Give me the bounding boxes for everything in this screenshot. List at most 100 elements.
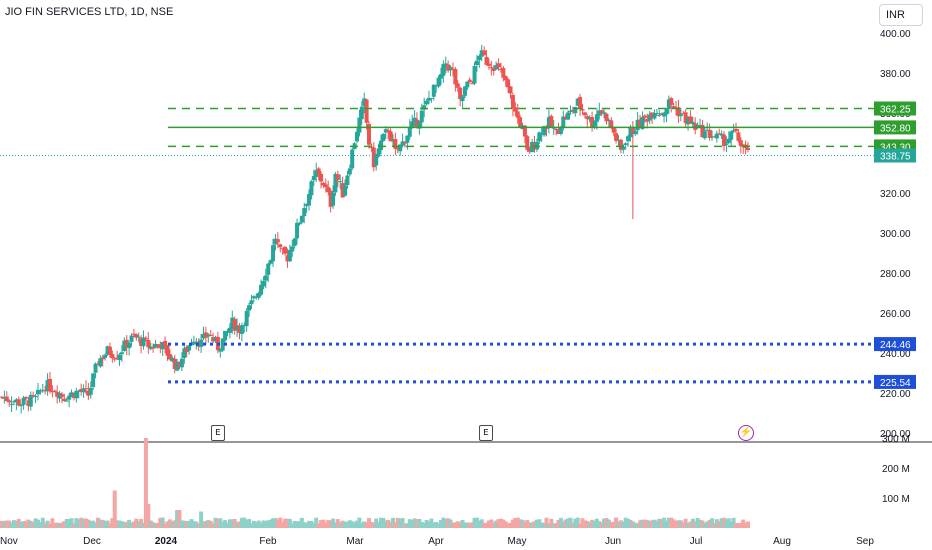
candle (616, 139, 621, 141)
candle (719, 133, 724, 136)
candle (566, 112, 571, 120)
volume-bar (299, 517, 304, 528)
volume-bar (333, 522, 338, 528)
volume-bar (496, 519, 501, 528)
volume-bar (674, 521, 679, 528)
time-axis-label: Jul (690, 536, 703, 547)
candle (551, 127, 556, 129)
volume-bar (362, 521, 367, 528)
candle (714, 133, 719, 139)
candle (290, 246, 295, 252)
candle (669, 98, 674, 105)
volume-bar (237, 521, 242, 528)
candle (546, 117, 551, 128)
candle (400, 141, 405, 146)
candle (247, 305, 252, 311)
candle (731, 130, 736, 132)
candle (722, 134, 727, 146)
candle (686, 117, 691, 125)
volume-bar (91, 520, 96, 528)
candle (45, 380, 50, 392)
candle (227, 327, 232, 333)
volume-bar (290, 523, 295, 528)
volume-bar (148, 520, 153, 528)
volume-bar (160, 517, 165, 528)
candle (62, 398, 67, 402)
candle (561, 116, 566, 129)
candle (345, 175, 350, 186)
volume-bar (510, 519, 515, 528)
volume-bar (326, 520, 331, 528)
volume-bar (381, 517, 386, 528)
volume-bar (429, 518, 434, 528)
candle (134, 334, 139, 338)
volume-bar (278, 517, 283, 528)
volume-bar (230, 519, 235, 528)
volume-bar (453, 522, 458, 528)
volume-bar (110, 518, 115, 528)
volume-bar (614, 517, 619, 528)
volume-bar (544, 517, 549, 528)
candle (26, 400, 31, 406)
candle (177, 362, 182, 367)
volume-bar (119, 521, 124, 528)
candle (736, 132, 741, 141)
volume-bar (503, 521, 508, 528)
candle (664, 108, 669, 115)
volume-bar (746, 521, 750, 528)
candle (50, 390, 55, 393)
volume-bar (650, 520, 655, 528)
price-level-label: 343.30 (880, 142, 911, 153)
volume-bar (537, 519, 542, 528)
candle (69, 392, 74, 397)
volume-bar (141, 522, 146, 528)
currency-button[interactable]: INR (879, 4, 923, 26)
candle (462, 86, 467, 96)
volume-bar (297, 521, 302, 528)
candle (393, 139, 398, 149)
price-tick-label: 400.00 (880, 29, 911, 40)
candle (482, 50, 487, 56)
last-price-tag (874, 148, 916, 163)
volume-tick-label: 300 M (882, 434, 910, 445)
candle (590, 116, 595, 128)
volume-bar (31, 522, 36, 528)
candle (734, 128, 739, 132)
candle (472, 66, 477, 84)
candle (683, 112, 688, 123)
volume-bar (434, 522, 439, 528)
volume-bar (580, 518, 585, 528)
volume-bar (83, 518, 88, 528)
candle (187, 345, 192, 351)
earnings-marker[interactable]: E (479, 425, 493, 441)
volume-bar (424, 520, 429, 528)
candle (537, 132, 542, 142)
candle (712, 136, 717, 138)
candle (0, 396, 4, 398)
volume-bar (450, 522, 455, 528)
volume-bar (642, 519, 647, 528)
volume-bar (359, 523, 364, 528)
volume-bar (470, 522, 475, 528)
candle (604, 113, 609, 122)
volume-bar (518, 519, 523, 528)
candle (479, 50, 484, 57)
volume-bar (676, 520, 681, 528)
volume-bar (426, 521, 431, 528)
volume-bar (662, 517, 667, 528)
volume-bar (582, 520, 587, 528)
volume-bar (422, 522, 427, 528)
candle (244, 310, 249, 327)
candle (283, 246, 288, 254)
volume-bar (390, 517, 395, 528)
candle (347, 168, 352, 175)
lightning-icon[interactable]: ⚡ (738, 425, 754, 441)
candle (160, 342, 165, 350)
volume-bar (460, 519, 465, 528)
earnings-marker[interactable]: E (211, 425, 225, 441)
volume-bar (170, 521, 175, 528)
volume-bar (710, 518, 715, 528)
volume-bar (295, 521, 300, 528)
volume-bar (129, 522, 134, 528)
